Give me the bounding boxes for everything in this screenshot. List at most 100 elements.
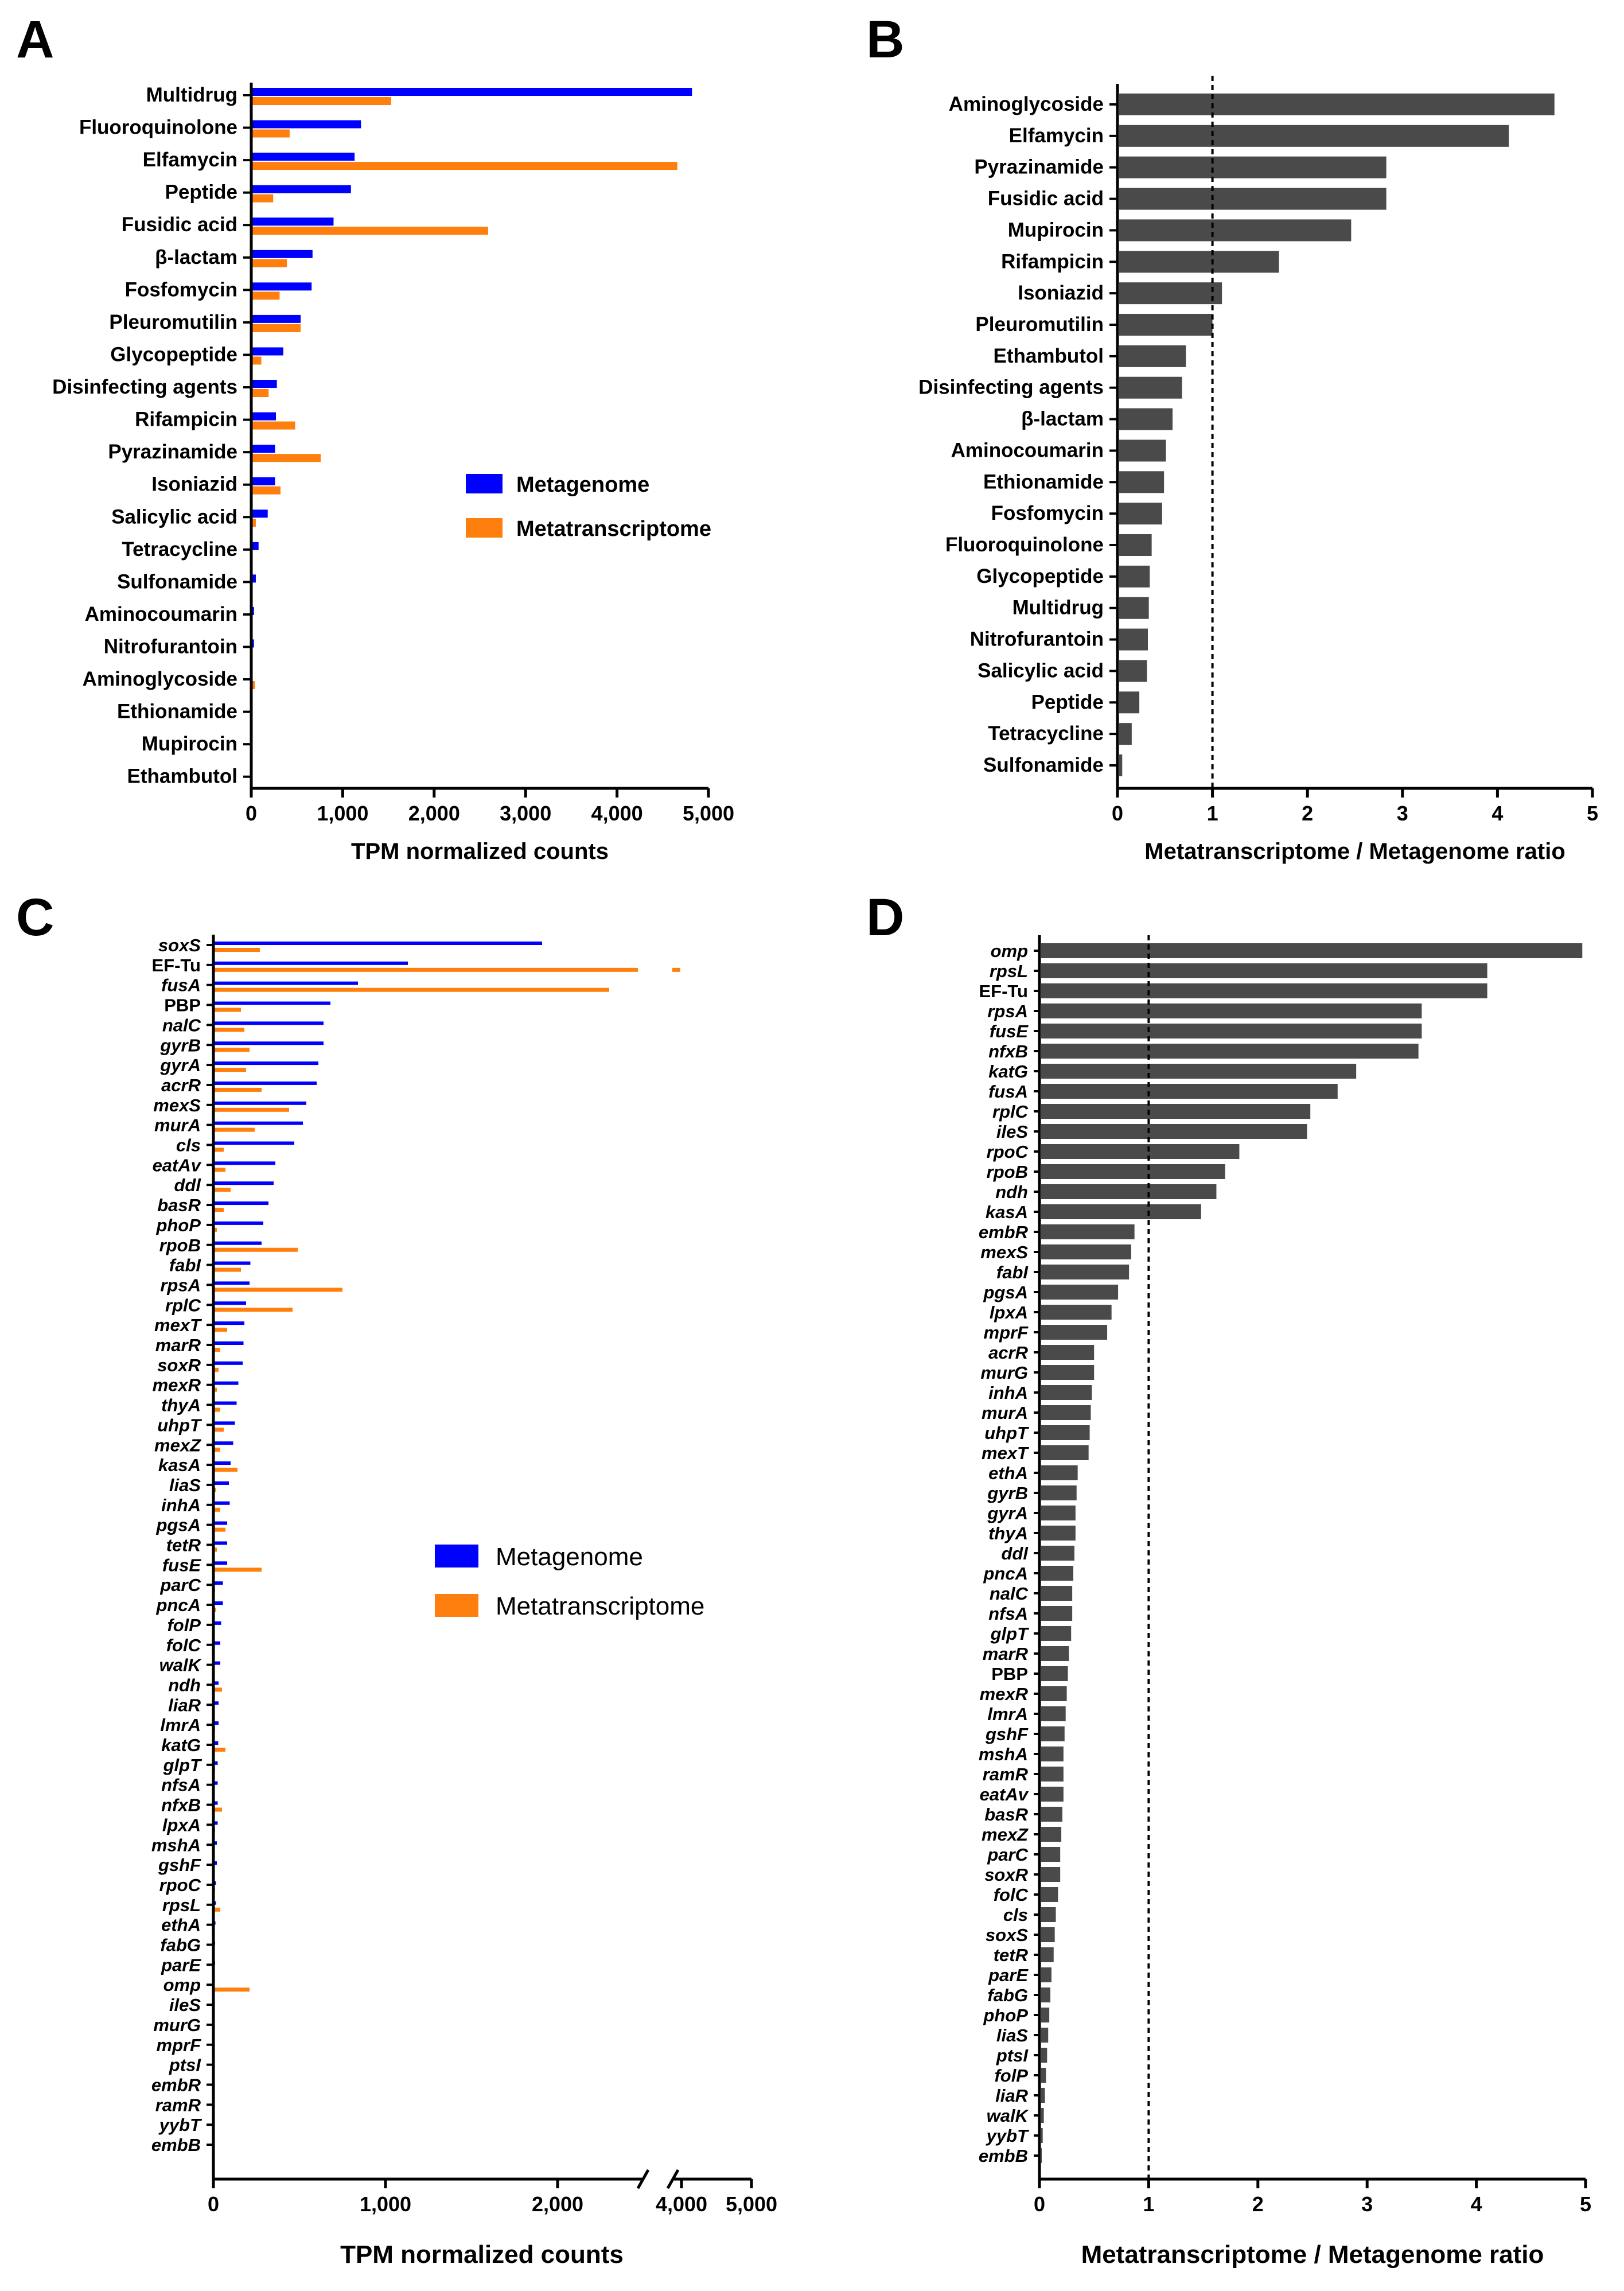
bar-c-metagenome-lpxa bbox=[213, 1821, 218, 1825]
panel-c-label-katg: katG bbox=[161, 1735, 201, 1755]
bar-c-metatranscriptome-tetr bbox=[213, 1547, 217, 1552]
bar-d-ratio-lpxa bbox=[1041, 1305, 1112, 1320]
bar-b-ratio-tetracycline bbox=[1119, 723, 1132, 745]
panel-a-x-tick-label: 4,000 bbox=[591, 802, 643, 825]
bar-c-metagenome-gshf bbox=[213, 1861, 217, 1865]
bar-d-ratio-glpt bbox=[1041, 1626, 1072, 1641]
panel-c-label-gyra: gyrA bbox=[159, 1055, 201, 1075]
bar-c-metagenome-mexr bbox=[213, 1381, 239, 1385]
panel-c-label-rpoc: rpoC bbox=[159, 1875, 201, 1895]
panel-b-letter: B bbox=[866, 10, 904, 69]
bar-c-metatranscriptome-fusa bbox=[213, 987, 609, 992]
panel-a-legend-metagenome-swatch bbox=[466, 474, 503, 493]
bar-c-metagenome-cls bbox=[213, 1141, 294, 1145]
panel-a-label-pleuromutilin: Pleuromutilin bbox=[109, 311, 237, 333]
panel-c-x-tick-label: 0 bbox=[208, 2192, 219, 2216]
panel-c-label-gyrb: gyrB bbox=[159, 1035, 201, 1055]
bar-d-ratio-thya bbox=[1041, 1526, 1076, 1541]
panel-c-label-rpob: rpoB bbox=[159, 1235, 201, 1255]
bar-c-metatranscriptome-katg bbox=[213, 1748, 225, 1752]
panel-d-label-nfsa: nfsA bbox=[988, 1604, 1028, 1624]
panel-c-label-inha: inhA bbox=[161, 1495, 201, 1515]
panel-d-x-tick-label: 2 bbox=[1252, 2192, 1264, 2216]
bar-c-metagenome-rpob bbox=[213, 1241, 262, 1245]
bar-b-ratio-pyrazinamide bbox=[1119, 156, 1387, 178]
panel-d-label-inha: inhA bbox=[988, 1383, 1028, 1403]
panel-a-label-glycopeptide: Glycopeptide bbox=[110, 343, 237, 365]
panel-a-label-aminocoumarin: Aminocoumarin bbox=[85, 603, 237, 625]
bar-d-ratio-nalc bbox=[1041, 1586, 1073, 1601]
panel-b-x-tick-label: 5 bbox=[1587, 802, 1598, 825]
panel-c-label-embb: embB bbox=[151, 2135, 201, 2155]
bar-c-metagenome-marr bbox=[213, 1341, 244, 1345]
bar-c-metagenome-eatav bbox=[213, 1161, 275, 1165]
panel-c-label-ndh: ndh bbox=[168, 1675, 201, 1695]
panel-d-label-basr: basR bbox=[984, 1804, 1028, 1825]
bar-a-metagenome-multidrug bbox=[251, 88, 692, 96]
panel-c-label-basr: basR bbox=[157, 1195, 201, 1215]
bar-c-metatranscriptome-nfxb bbox=[213, 1807, 222, 1812]
bar-c-metagenome-gyrb bbox=[213, 1041, 324, 1045]
panel-a-label-fusidic-acid: Fusidic acid bbox=[122, 213, 237, 236]
panel-d-label-cls: cls bbox=[1003, 1905, 1028, 1925]
panel-a-label-disinfecting-agents: Disinfecting agents bbox=[52, 376, 237, 398]
panel-c-label-gshf: gshF bbox=[158, 1855, 201, 1875]
panel-c-axis-break-mark bbox=[636, 2169, 650, 2189]
panel-a-label-sulfonamide: Sulfonamide bbox=[117, 570, 237, 593]
bar-a-metagenome-disinfecting-agents bbox=[251, 380, 277, 388]
bar-a-metatranscriptome-beta-lactam bbox=[251, 259, 287, 267]
bar-c-metatranscriptome-pbp bbox=[213, 1008, 241, 1012]
panel-d-label-fuse: fusE bbox=[990, 1021, 1029, 1041]
panel-a-label-pyrazinamide: Pyrazinamide bbox=[108, 441, 237, 463]
panel-c-label-embr: embR bbox=[151, 2075, 201, 2095]
panel-c-label-mexr: mexR bbox=[153, 1375, 201, 1395]
panel-d-label-folp: folP bbox=[994, 2066, 1028, 2086]
bar-d-ratio-pgsa bbox=[1041, 1285, 1119, 1300]
bar-a-metagenome-glycopeptide bbox=[251, 347, 283, 356]
bar-c-metagenome-phop bbox=[213, 1221, 263, 1225]
bar-c-metagenome-pnca bbox=[213, 1601, 223, 1605]
panel-c: C soxSEF-TufusAPBPnalCgyrBgyrAacrRmexSmu… bbox=[16, 888, 777, 2269]
bar-d-ratio-ddl bbox=[1041, 1546, 1074, 1561]
panel-c-label-soxs: soxS bbox=[158, 935, 201, 955]
bar-a-metatranscriptome-rifampicin bbox=[251, 421, 295, 430]
panel-b-label-beta-lactam: β-lactam bbox=[1021, 408, 1104, 430]
bar-c-metagenome-rplc bbox=[213, 1301, 246, 1305]
panel-d-label-soxs: soxS bbox=[986, 1925, 1028, 1945]
bar-d-ratio-mprf bbox=[1041, 1325, 1108, 1340]
bar-d-ratio-katg bbox=[1041, 1064, 1357, 1079]
panel-c-label-mext: mexT bbox=[154, 1315, 202, 1335]
panel-a-label-mupirocin: Mupirocin bbox=[142, 733, 237, 755]
panel-c-label-folp: folP bbox=[167, 1615, 201, 1635]
panel-a-label-multidrug: Multidrug bbox=[146, 84, 237, 106]
bar-b-ratio-glycopeptide bbox=[1119, 565, 1150, 588]
panel-d-x-tick-label: 3 bbox=[1361, 2192, 1373, 2216]
panel-c-label-fuse: fusE bbox=[162, 1555, 202, 1575]
panel-c-letter: C bbox=[16, 888, 54, 947]
panel-d: D omprpsLEF-TurpsAfusEnfxBkatGfusArplCil… bbox=[866, 888, 1591, 2269]
bar-d-ratio-murg bbox=[1041, 1365, 1095, 1380]
bar-c-metagenome-msha bbox=[213, 1841, 217, 1845]
panel-c-label-soxr: soxR bbox=[157, 1355, 201, 1375]
bar-c-metagenome-lmra bbox=[213, 1721, 219, 1725]
panel-c-label-mexs: mexS bbox=[153, 1095, 201, 1115]
panel-c-label-folc: folC bbox=[166, 1635, 201, 1655]
panel-d-label-etha: ethA bbox=[988, 1463, 1028, 1483]
bar-c-metagenome-soxs bbox=[213, 942, 542, 945]
panel-d-x-tick-label: 0 bbox=[1034, 2192, 1045, 2216]
panel-d-label-tetr: tetR bbox=[994, 1945, 1029, 1965]
panel-c-label-ramr: ramR bbox=[155, 2095, 201, 2115]
bar-d-ratio-ndh bbox=[1041, 1184, 1217, 1199]
panel-b-label-aminocoumarin: Aminocoumarin bbox=[951, 439, 1104, 461]
bar-a-metagenome-salicylic-acid bbox=[251, 509, 268, 518]
panel-c-label-parc: parC bbox=[159, 1575, 201, 1595]
bar-c-metatranscriptome-soxr bbox=[213, 1367, 219, 1372]
panel-a: A Multidrug Fluoroquinolone Elfamycin Pepti… bbox=[16, 10, 734, 864]
bar-a-metatranscriptome-glycopeptide bbox=[251, 356, 262, 365]
panel-b-label-isoniazid: Isoniazid bbox=[1018, 282, 1104, 304]
panel-b-x-tick-label: 4 bbox=[1491, 802, 1503, 825]
panel-d-letter: D bbox=[866, 888, 904, 947]
panel-c-label-lpxa: lpxA bbox=[162, 1815, 201, 1835]
bar-a-metagenome-fluoroquinolone bbox=[251, 120, 361, 129]
panel-c-label-marr: marR bbox=[155, 1335, 201, 1355]
